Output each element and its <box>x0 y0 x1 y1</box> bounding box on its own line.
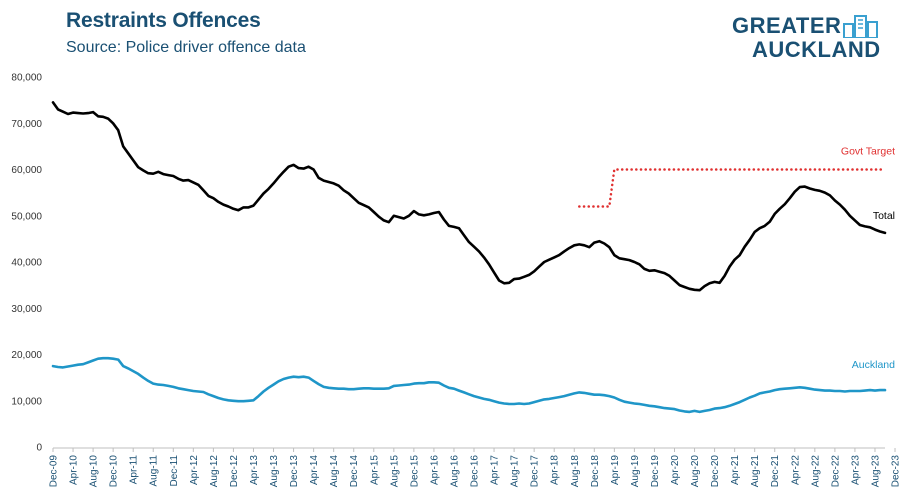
x-tick-label: Aug-11 <box>149 455 160 487</box>
x-tick-label: Apr-22 <box>790 455 801 485</box>
chart-title: Restraints Offences <box>66 9 261 32</box>
x-tick-label: Dec-18 <box>590 455 601 488</box>
series-label-layer: Total Auckland Govt Target <box>841 146 895 372</box>
y-tick-label: 0 <box>36 443 42 454</box>
x-tick-label: Apr-19 <box>610 455 621 485</box>
x-tick-label: Dec-15 <box>409 455 420 488</box>
x-tick-label: Aug-12 <box>209 455 220 488</box>
axis-layer: 0 10,000 20,000 30,000 40,000 50,000 60,000 70,… <box>11 73 900 488</box>
y-tick-label: 30,000 <box>11 304 42 315</box>
x-tick-label: Dec-11 <box>169 455 180 487</box>
series-line-auckland <box>51 356 887 414</box>
x-tick-label: Apr-10 <box>69 455 80 485</box>
series-label-auckland: Auckland <box>852 359 895 371</box>
x-tick-label: Apr-18 <box>550 455 561 485</box>
x-tick-label: Aug-20 <box>690 455 701 488</box>
y-tick-label: 40,000 <box>11 258 42 269</box>
y-tick-label: 80,000 <box>11 73 42 84</box>
series-line-govt-target <box>578 168 887 208</box>
logo-text-auckland: AUCKLAND <box>752 37 881 62</box>
x-tick-label: Apr-20 <box>670 455 681 485</box>
x-tick-label: Apr-21 <box>730 455 741 485</box>
x-tick-label: Aug-23 <box>870 455 881 488</box>
x-tick-label: Aug-14 <box>329 455 340 488</box>
y-tick-label: 60,000 <box>11 165 42 176</box>
x-tick-label: Aug-21 <box>750 455 761 488</box>
y-tick-label: 50,000 <box>11 211 42 222</box>
x-tick-label: Aug-16 <box>449 455 460 488</box>
x-tick-label: Aug-10 <box>89 455 100 488</box>
y-tick-label: 20,000 <box>11 350 42 361</box>
x-tick-label: Dec-19 <box>650 455 661 488</box>
x-tick-label: Aug-13 <box>269 455 280 488</box>
series-line-total <box>51 101 887 292</box>
x-tick-label: Aug-18 <box>570 455 581 488</box>
x-tick-label: Apr-17 <box>490 455 501 485</box>
x-tick-label: Aug-22 <box>810 455 821 488</box>
x-tick-label: Dec-17 <box>530 455 541 488</box>
series-layer <box>51 101 887 414</box>
city-skyline-icon <box>843 15 878 38</box>
x-tick-label: Aug-19 <box>630 455 641 488</box>
y-tick-label: 10,000 <box>11 396 42 407</box>
logo-text-greater: GREATER <box>732 13 842 38</box>
x-tick-label: Apr-14 <box>309 455 320 485</box>
x-tick-label: Dec-16 <box>470 455 481 488</box>
x-tick-label: Dec-10 <box>109 455 120 488</box>
series-label-govt-target: Govt Target <box>841 146 895 158</box>
x-tick-label: Dec-14 <box>349 455 360 488</box>
y-tick-label: 70,000 <box>11 119 42 130</box>
x-tick-label: Dec-12 <box>229 455 240 488</box>
x-tick-label: Apr-11 <box>129 455 140 485</box>
greater-auckland-logo: GREATER AUCKLAND <box>732 14 892 66</box>
x-tick-label: Dec-13 <box>289 455 300 488</box>
x-tick-label: Dec-22 <box>830 455 841 488</box>
x-tick-label: Aug-17 <box>510 455 521 488</box>
x-tick-label: Dec-09 <box>49 455 60 488</box>
series-label-total: Total <box>873 210 895 222</box>
x-tick-label: Aug-15 <box>389 455 400 488</box>
x-tick-label: Apr-16 <box>429 455 440 485</box>
x-tick-label: Dec-20 <box>710 455 721 488</box>
x-tick-label: Dec-23 <box>891 455 900 488</box>
x-tick-label: Apr-23 <box>850 455 861 485</box>
chart-subtitle: Source: Police driver offence data <box>66 39 306 56</box>
x-tick-label: Dec-21 <box>770 455 781 488</box>
x-tick-label: Apr-12 <box>189 455 200 485</box>
x-tick-label: Apr-15 <box>369 455 380 485</box>
x-tick-label: Apr-13 <box>249 455 260 485</box>
